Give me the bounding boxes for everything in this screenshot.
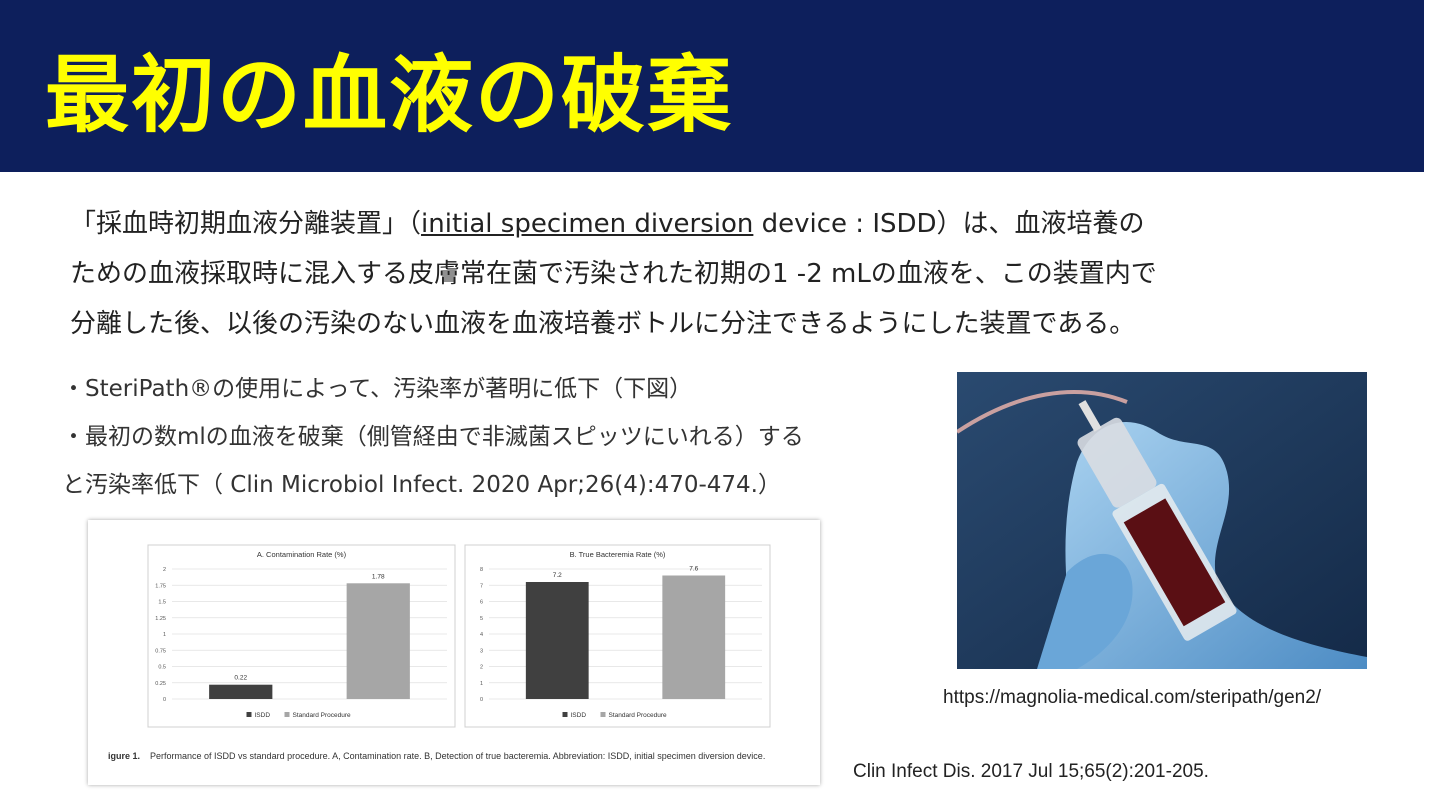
bar [346,583,410,699]
y-tick-label: 1.5 [158,600,166,606]
legend-label: Standard Procedure [609,712,668,719]
y-tick-label: 6 [480,600,483,606]
bullet: ・最初の数mlの血液を破棄（側管経由で非滅菌スピッツにいれる）する [62,424,804,450]
value-label: 0.22 [234,675,247,682]
citation: Clin Infect Dis. 2017 Jul 15;65(2):201-2… [853,761,1209,782]
legend-label: ISDD [571,712,587,719]
intro-term: initial specimen diversion [421,209,754,239]
intro-line: 分離した後、以後の汚染のない血液を血液培養ボトルに分注できるようにした装置である… [70,309,1136,339]
legend-swatch [600,712,606,717]
header-band [0,0,1424,172]
product-photo [957,372,1367,669]
figure-caption: igure 1. Performance of ISDD vs standard … [108,751,765,761]
figure: A. Contamination Rate (%) 0 0.25 0.5 0.75 1 1.… [88,520,820,785]
y-tick-label: 0.25 [155,681,166,687]
y-tick-label: 7 [480,583,483,589]
intro-text: 「採血時初期血液分離装置」（ [70,209,422,239]
legend-swatch [246,712,252,717]
y-tick-label: 8 [480,567,483,573]
y-tick-label: 0.75 [155,648,166,654]
value-label: 7.6 [689,566,698,573]
y-tick-label: 2 [163,567,166,573]
slide-title: 最初の血液の破棄 [45,46,734,144]
y-tick-label: 4 [480,632,483,638]
bar [525,582,589,699]
legend-label: ISDD [255,712,271,719]
y-tick-label: 5 [480,616,483,622]
y-tick-label: 2 [480,665,483,671]
chart-title: A. Contamination Rate (%) [257,550,347,559]
legend-swatch [284,712,290,717]
legend-swatch [562,712,568,717]
caption-label: igure 1. [108,751,140,761]
y-tick-label: 1 [163,632,166,638]
legend-label: Standard Procedure [293,712,352,719]
photo-source: https://magnolia-medical.com/steripath/g… [943,687,1322,708]
intro-line: 「採血時初期血液分離装置」（initial specimen diversion… [70,203,1145,240]
bullet: ・SteriPath®の使用によって、汚染率が著明に低下（下図） [62,376,693,402]
y-tick-label: 0 [480,697,483,703]
y-tick-label: 1.75 [155,583,166,589]
y-tick-label: 0.5 [158,665,166,671]
y-tick-label: 0 [163,697,166,703]
intro-text: device : ISDD）は、血液培養の [753,209,1145,239]
y-tick-label: 3 [480,648,483,654]
bullet: と汚染率低下（ Clin Microbiol Infect. 2020 Apr;… [62,472,781,498]
bar [662,575,726,699]
chart-title: B. True Bacteremia Rate (%) [570,550,666,559]
y-tick-label: 1.25 [155,616,166,622]
y-tick-label: 1 [480,681,483,687]
caption-text: Performance of ISDD vs standard procedur… [150,751,765,761]
intro-line: ための血液採取時に混入する皮膚常在菌で汚染された初期の1 -2 mLの血液を、こ… [70,259,1157,289]
value-label: 7.2 [553,572,562,579]
value-label: 1.78 [372,573,385,580]
bar [209,684,273,699]
